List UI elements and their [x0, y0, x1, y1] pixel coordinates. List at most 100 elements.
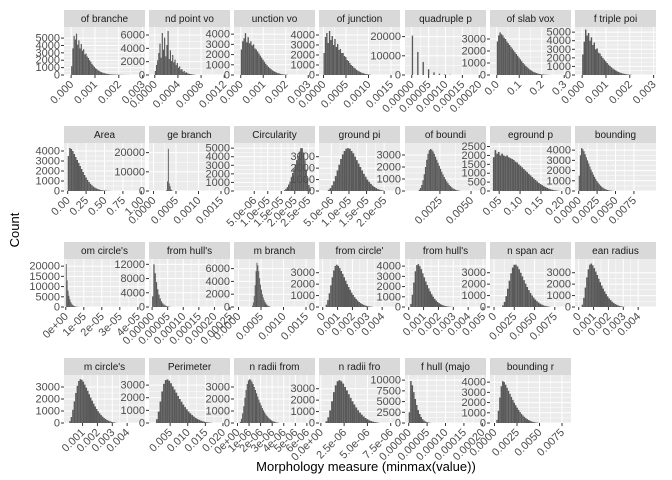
facet-strip [234, 10, 315, 27]
histogram-bar [507, 390, 510, 423]
histogram-bar [508, 45, 511, 75]
y-tick-label: 5000 [206, 143, 230, 155]
histogram-bar [439, 168, 442, 191]
histogram-bar [421, 185, 423, 191]
histogram-bar [86, 56, 88, 75]
histogram-bar [368, 306, 371, 307]
histogram-bar [167, 148, 169, 191]
histogram-bar [243, 38, 245, 75]
histogram-bar [422, 180, 424, 191]
histogram-bar [417, 410, 419, 423]
histogram-bar [500, 34, 503, 75]
histogram-bar [524, 283, 527, 307]
x-tick-label: 0.002 [263, 79, 291, 107]
histogram-bar [596, 48, 598, 75]
histogram-bar [79, 166, 81, 191]
histogram-bar [242, 41, 244, 75]
histogram-bar [350, 292, 353, 307]
histogram-bar [597, 182, 599, 191]
histogram-bar [456, 190, 458, 191]
panel-background [149, 259, 230, 307]
x-tick-label: 0.003 [631, 79, 659, 107]
histogram-bar [590, 37, 593, 75]
histogram-bar [602, 187, 604, 191]
histogram-bar [444, 305, 446, 307]
histogram-bar [154, 71, 156, 75]
histogram-bar [620, 306, 622, 307]
facet-title: f hull (majo [421, 362, 470, 373]
histogram-bar [261, 294, 263, 307]
histogram-bar [517, 55, 519, 75]
histogram-bar [175, 65, 177, 75]
y-tick-label: 2000 [206, 289, 230, 301]
histogram-bar [366, 179, 369, 191]
histogram-bar [362, 416, 365, 423]
histogram-bar [541, 185, 544, 191]
facet-strip [490, 10, 571, 27]
histogram-bar [173, 62, 175, 75]
histogram-bar [498, 35, 500, 75]
y-tick-label: 1000 [462, 58, 486, 70]
histogram-bar [340, 271, 343, 307]
histogram-bar [258, 271, 260, 307]
histogram-bar [582, 54, 584, 75]
x-tick-label: 0.000 [48, 79, 76, 107]
histogram-bar [529, 420, 531, 423]
histogram-bar [522, 415, 524, 423]
y-tick-label: 3000 [377, 271, 401, 283]
histogram-bar [164, 305, 166, 307]
histogram-bar [261, 57, 263, 75]
histogram-bar [261, 289, 262, 307]
histogram-bar [260, 284, 261, 307]
x-tick-label: 0.2 [528, 79, 547, 98]
histogram-bar [170, 61, 173, 75]
facet-title: from circle' [335, 246, 383, 257]
histogram-bar [418, 189, 420, 191]
facet-panel: m circle's01000200030000.0010.0020.0030.… [36, 358, 145, 455]
histogram-bar [345, 57, 347, 75]
histogram-bar [515, 264, 517, 307]
histogram-bar [503, 301, 506, 307]
panel-background [149, 143, 230, 191]
histogram-bar [65, 264, 67, 307]
histogram-bar [428, 150, 430, 191]
histogram-bar [420, 417, 422, 423]
y-tick-label: 0 [224, 302, 230, 314]
histogram-bar [336, 170, 339, 191]
histogram-bar [345, 280, 347, 307]
histogram-bar [297, 155, 299, 191]
histogram-bar [452, 188, 454, 191]
y-tick-label: 15000 [29, 271, 60, 283]
y-tick-label: 2000 [462, 150, 486, 162]
histogram-bar [499, 397, 501, 423]
histogram-bar [253, 387, 255, 423]
histogram-bar [255, 49, 257, 75]
histogram-bars [582, 29, 633, 75]
y-tick-label: 3000 [36, 382, 60, 394]
y-tick-label: 0 [395, 70, 401, 82]
histogram-bar [81, 50, 84, 75]
panel-background [234, 259, 315, 307]
facet-strip [234, 242, 315, 259]
histogram-bar [588, 163, 590, 191]
histogram-bar [525, 418, 527, 423]
histogram-bar [252, 384, 254, 423]
histogram-bar [372, 421, 374, 423]
histogram-bar [353, 297, 356, 307]
histogram-bar [80, 43, 82, 75]
histogram-bar [522, 168, 525, 191]
histogram-bar [622, 73, 624, 75]
histogram-bar [431, 294, 433, 307]
y-tick-label: 3000 [291, 151, 315, 163]
y-tick-label: 4000 [206, 151, 230, 163]
facet-title: from hull's [423, 246, 468, 257]
histogram-bar [250, 379, 252, 423]
y-tick-label: 0 [480, 418, 486, 430]
x-tick-label: 0.10 [502, 195, 526, 219]
histogram-bar [242, 413, 244, 423]
histogram-bar [347, 61, 350, 75]
facet-strip [64, 358, 145, 375]
histogram-bar [534, 72, 536, 75]
y-tick-label: 4000 [206, 276, 230, 288]
histogram-bar [79, 379, 82, 423]
